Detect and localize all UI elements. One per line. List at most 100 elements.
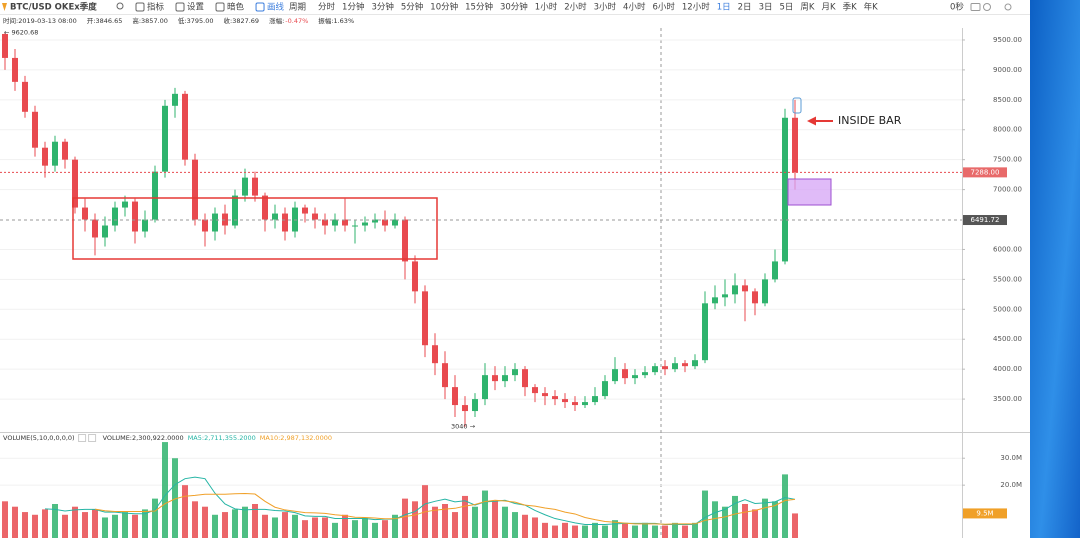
checkbox [88,434,97,442]
y-tick-label: 8500.00 [993,96,1022,104]
candle-body [582,402,588,406]
period-button[interactable]: 2日 [738,3,752,13]
candle-body [302,207,308,214]
candle-body [522,369,528,388]
candle-body [312,213,318,220]
volume-bar [622,522,628,538]
volume-bar [302,520,308,538]
y-tick-label: 5000.00 [993,305,1022,313]
candle-body [572,402,578,406]
volume-bar [592,522,598,538]
period-button[interactable]: 1小时 [535,2,558,13]
candle-body [672,363,678,370]
volume-bar [772,501,778,538]
candle-body [272,213,278,220]
volume-bar [322,517,328,538]
candle-body [632,375,638,379]
volume-bar [792,513,798,538]
volume-bar [742,504,748,538]
volume-bar [582,525,588,538]
candle-body [22,81,28,112]
period-button[interactable]: 10分钟 [430,2,458,13]
candle-body [142,219,148,232]
y-tick-label: 8000.00 [993,126,1022,134]
candle-body [552,396,558,400]
volume-bar [332,522,338,538]
period-button[interactable]: 2小时 [564,2,587,13]
toolbar-button[interactable]: 暗色 [227,2,245,13]
ma-legend: MA10:2,987,132.0000 [260,434,332,442]
volume-bar [352,520,358,538]
period-button[interactable]: 4小时 [623,2,646,13]
period-button[interactable]: 6小时 [652,2,675,13]
period-button[interactable]: 分时 [318,2,336,13]
toolbar-button[interactable]: 设置 [187,2,205,13]
volume-bar [182,485,188,538]
candle-body [742,285,748,292]
candle-body [462,405,468,412]
symbol-icon [2,3,7,11]
volume-bar [782,474,788,538]
volume-bar [662,525,668,538]
period-button[interactable]: 3分钟 [371,2,393,13]
candle-body [622,369,628,379]
candle-body [42,147,48,166]
annotation: INSIDE BAR [838,114,902,127]
period-button[interactable]: 周K [800,3,815,13]
volume-bar [612,520,618,538]
volume-bar [482,490,488,538]
period-button[interactable]: 1分钟 [342,2,364,13]
volume-bar [162,442,168,538]
period-button[interactable]: 周期 [289,3,306,13]
candle-body [642,372,648,376]
volume-bar [472,506,478,538]
volume-bar [272,517,278,538]
candle-body [12,57,18,82]
volume-bar [262,514,268,538]
volume-bar [462,495,468,538]
toolbar-button[interactable]: 指标 [147,2,165,13]
period-button[interactable]: 12小时 [682,2,710,13]
candle-body [652,366,658,373]
button-icon [215,2,225,12]
candle-body [402,219,408,262]
volume-bar [252,504,258,538]
y-tick-label: 9500.00 [993,36,1022,44]
volume-bar [312,517,318,538]
volume-bar [92,509,98,538]
candle-body [422,291,428,346]
period-button[interactable]: 30分钟 [500,2,528,13]
period-button[interactable]: 季K [843,2,858,13]
volume-bar [242,506,248,538]
last-price-box [963,167,1007,178]
volume-bar [692,522,698,538]
info-line: 时间:2019-03-13 08:00 开:3846.65 高:3857.00 低:3… [3,16,354,25]
volume-bar [652,525,658,538]
volume-bar [372,522,378,538]
period-button[interactable]: 1日 [717,3,731,13]
period-button[interactable]: 月K [821,3,836,13]
volume-bar [392,514,398,538]
period-button[interactable]: 5分钟 [401,2,423,13]
candle-body [412,261,418,292]
period-button[interactable]: 3日 [759,3,773,13]
high-marker: ← 9620.68 [4,29,38,37]
y-tick-label: 4000.00 [993,365,1022,373]
period-button[interactable]: 15分钟 [465,2,493,13]
volume-bar [282,512,288,538]
toolbar-button[interactable]: 画线 [267,2,285,13]
current-volume-box [963,508,1007,519]
period-button[interactable]: 5日 [779,3,793,13]
period-button[interactable]: 3小时 [594,2,617,13]
volume-bar [102,517,108,538]
candle-body [192,159,198,220]
volume-bar [32,514,38,538]
price-pane: 3500.00 4000.00 4500.00 5000.00 5500.00 6000.… [0,29,1022,431]
volume-bar [72,506,78,538]
volume-bar [132,514,138,538]
y-tick-label: 5500.00 [993,275,1022,283]
volume-bar [22,512,28,538]
volume-bar [2,501,8,538]
toolbar: BTC/USD OKEx季度 指标 设置 暗色 画线 周期 分时 1分钟 3分钟 5分钟 10分钟 1… [2,2,964,13]
period-button[interactable]: 年K [864,2,879,13]
